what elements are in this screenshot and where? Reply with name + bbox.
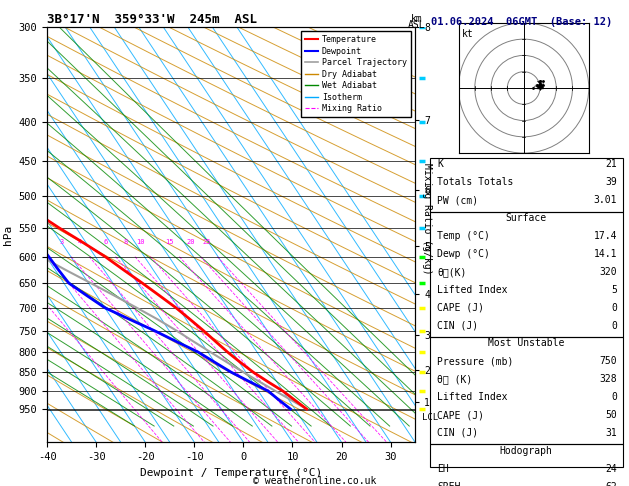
- Text: 50: 50: [605, 410, 617, 420]
- Text: 320: 320: [599, 267, 617, 277]
- Text: ASL: ASL: [408, 20, 426, 30]
- Text: CIN (J): CIN (J): [437, 321, 479, 330]
- Text: θᴇ(K): θᴇ(K): [437, 267, 467, 277]
- Text: 6: 6: [104, 240, 108, 245]
- X-axis label: Dewpoint / Temperature (°C): Dewpoint / Temperature (°C): [140, 468, 322, 478]
- Text: CIN (J): CIN (J): [437, 428, 479, 438]
- Text: 5: 5: [611, 285, 617, 295]
- Text: θᴇ (K): θᴇ (K): [437, 374, 472, 384]
- Y-axis label: hPa: hPa: [3, 225, 13, 244]
- Text: 21: 21: [605, 159, 617, 170]
- Text: 15: 15: [165, 240, 174, 245]
- Text: CAPE (J): CAPE (J): [437, 410, 484, 420]
- Text: PW (cm): PW (cm): [437, 195, 479, 205]
- Text: 3B°17'N  359°33'W  245m  ASL: 3B°17'N 359°33'W 245m ASL: [47, 13, 257, 26]
- Text: 25: 25: [203, 240, 211, 245]
- Text: LCL: LCL: [423, 414, 438, 422]
- Text: Lifted Index: Lifted Index: [437, 285, 508, 295]
- Text: 3.01: 3.01: [593, 195, 617, 205]
- Legend: Temperature, Dewpoint, Parcel Trajectory, Dry Adiabat, Wet Adiabat, Isotherm, Mi: Temperature, Dewpoint, Parcel Trajectory…: [301, 31, 411, 117]
- Text: Surface: Surface: [506, 213, 547, 223]
- Text: 62: 62: [605, 482, 617, 486]
- Text: 0: 0: [611, 303, 617, 312]
- Text: Mixing Ratio (g/kg): Mixing Ratio (g/kg): [422, 163, 432, 275]
- Text: 24: 24: [605, 464, 617, 474]
- Text: 750: 750: [599, 356, 617, 366]
- Text: Hodograph: Hodograph: [499, 446, 553, 456]
- Text: 01.06.2024  06GMT  (Base: 12): 01.06.2024 06GMT (Base: 12): [431, 17, 612, 27]
- Text: 20: 20: [186, 240, 195, 245]
- Text: Dewp (°C): Dewp (°C): [437, 249, 490, 259]
- Text: 4: 4: [77, 240, 82, 245]
- Text: 0: 0: [611, 321, 617, 330]
- Text: 14.1: 14.1: [593, 249, 617, 259]
- Text: 31: 31: [605, 428, 617, 438]
- Text: 0: 0: [611, 392, 617, 402]
- Text: 39: 39: [605, 177, 617, 188]
- Text: kt: kt: [462, 29, 474, 39]
- Text: Lifted Index: Lifted Index: [437, 392, 508, 402]
- Text: 3: 3: [59, 240, 64, 245]
- Text: 328: 328: [599, 374, 617, 384]
- Text: Temp (°C): Temp (°C): [437, 231, 490, 241]
- Text: Pressure (mb): Pressure (mb): [437, 356, 514, 366]
- Text: km: km: [411, 14, 423, 24]
- Text: CAPE (J): CAPE (J): [437, 303, 484, 312]
- Text: EH: EH: [437, 464, 449, 474]
- Text: 10: 10: [136, 240, 145, 245]
- Text: K: K: [437, 159, 443, 170]
- Text: 17.4: 17.4: [593, 231, 617, 241]
- Text: SREH: SREH: [437, 482, 461, 486]
- Text: Most Unstable: Most Unstable: [488, 338, 564, 348]
- Text: Totals Totals: Totals Totals: [437, 177, 514, 188]
- Text: 8: 8: [123, 240, 127, 245]
- Text: © weatheronline.co.uk: © weatheronline.co.uk: [253, 476, 376, 486]
